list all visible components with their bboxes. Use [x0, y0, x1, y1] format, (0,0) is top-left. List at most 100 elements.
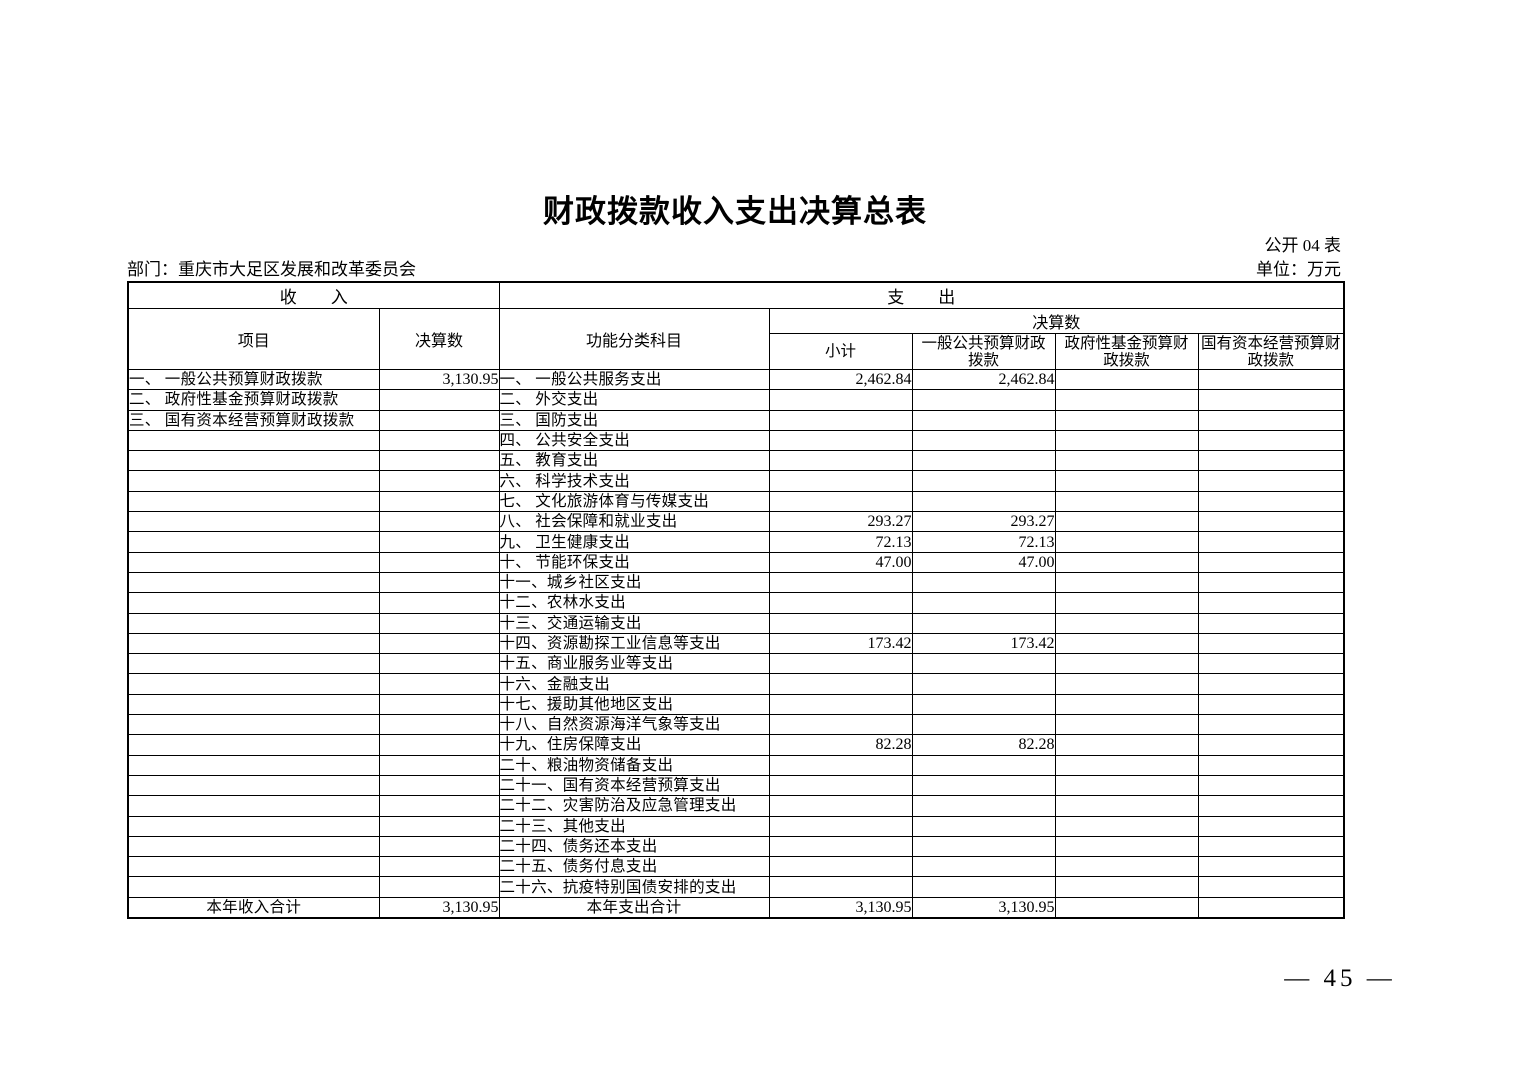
expenditure-gov-fund-value — [1054, 368, 1199, 391]
income-item-label — [127, 673, 380, 695]
income-item-value — [378, 511, 500, 533]
income-item-value — [378, 774, 500, 797]
expenditure-subtotal-value: 293.27 — [768, 511, 913, 533]
expenditure-subtotal-value — [768, 389, 913, 411]
table-row: 一、 一般公共预算财政拨款 3,130.95 一、 一般公共服务支出 2,462.84… — [127, 368, 1345, 391]
income-amount-column-header: 决算数 — [378, 308, 500, 370]
expenditure-gov-fund-value — [1054, 734, 1199, 756]
expenditure-item-label: 七、 文化旅游体育与传媒支出 — [498, 490, 770, 513]
income-item-value — [378, 470, 500, 492]
expenditure-gov-fund-value — [1054, 795, 1199, 817]
expenditure-gov-fund-value — [1054, 653, 1199, 675]
expenditure-item-label: 二十五、债务付息支出 — [498, 856, 770, 878]
income-item-value — [378, 815, 500, 837]
income-item-value — [378, 571, 500, 594]
table-row: 十六、金融支出 — [127, 673, 1345, 695]
expenditure-general-budget-value — [911, 754, 1056, 776]
expenditure-item-label: 十六、金融支出 — [498, 673, 770, 695]
expenditure-item-label: 二十六、抗疫特别国债安排的支出 — [498, 876, 770, 898]
income-item-value — [378, 714, 500, 736]
income-item-label — [127, 490, 380, 513]
income-item-label — [127, 450, 380, 472]
income-item-label — [127, 612, 380, 634]
income-item-value — [378, 612, 500, 634]
expenditure-item-label: 九、 卫生健康支出 — [498, 531, 770, 553]
state-capital-column-header: 国有资本经营预算财 政拨款 — [1197, 333, 1345, 370]
expenditure-subtotal-value — [768, 876, 913, 898]
table-row: 二十三、其他支出 — [127, 815, 1345, 837]
table-body: 一、 一般公共预算财政拨款 3,130.95 一、 一般公共服务支出 2,462.84… — [127, 368, 1345, 919]
income-item-value — [378, 876, 500, 898]
income-item-label — [127, 592, 380, 614]
expenditure-subtotal-value: 2,462.84 — [768, 368, 913, 391]
table-row: 十四、资源勘探工业信息等支出 173.42 173.42 — [127, 632, 1345, 655]
expenditure-item-label: 十四、资源勘探工业信息等支出 — [498, 632, 770, 655]
expenditure-general-budget-value — [911, 470, 1056, 492]
income-item-label — [127, 632, 380, 655]
expenditure-item-label: 十、 节能环保支出 — [498, 551, 770, 573]
income-item-value — [378, 551, 500, 573]
income-item-label — [127, 876, 380, 898]
expenditure-subtotal-value — [768, 774, 913, 797]
income-item-value — [378, 429, 500, 452]
expenditure-state-capital-value — [1197, 774, 1345, 797]
income-item-value — [378, 673, 500, 695]
expenditure-state-capital-value — [1197, 592, 1345, 614]
expenditure-gov-fund-value — [1054, 429, 1199, 452]
expenditure-gov-fund-value — [1054, 551, 1199, 573]
expenditure-subtotal-value: 72.13 — [768, 531, 913, 553]
expenditure-general-budget-value: 173.42 — [911, 632, 1056, 655]
expenditure-state-capital-value — [1197, 389, 1345, 411]
expenditure-subtotal-value — [768, 835, 913, 858]
table-row: 二十一、国有资本经营预算支出 — [127, 774, 1345, 797]
expenditure-subtotal-value — [768, 693, 913, 716]
expenditure-subtotal-value — [768, 490, 913, 513]
income-item-label — [127, 795, 380, 817]
fiscal-appropriation-table: 收 入 支 出 项目 决算数 功能分类科目 决算数 小计 一般公共预算财政 拨款… — [127, 281, 1346, 920]
income-item-label — [127, 693, 380, 716]
expenditure-item-label: 二十三、其他支出 — [498, 815, 770, 837]
expenditure-state-capital-value — [1197, 673, 1345, 695]
expenditure-state-capital-value — [1197, 693, 1345, 716]
income-item-label — [127, 429, 380, 452]
meta-row: 部门：重庆市大足区发展和改革委员会 单位：万元 — [127, 255, 1341, 280]
table-row: 十一、城乡社区支出 — [127, 571, 1345, 594]
income-item-value — [378, 632, 500, 655]
expenditure-gov-fund-value — [1054, 693, 1199, 716]
expenditure-subtotal-value — [768, 612, 913, 634]
expenditure-state-capital-value — [1197, 632, 1345, 655]
expenditure-general-budget-value — [911, 450, 1056, 472]
amount-group-header-row: 项目 决算数 功能分类科目 决算数 — [127, 308, 1345, 370]
table-row: 十二、农林水支出 — [127, 592, 1345, 614]
expenditure-item-label: 二十四、债务还本支出 — [498, 835, 770, 858]
expenditure-item-label: 十八、自然资源海洋气象等支出 — [498, 714, 770, 736]
table-row: 十五、商业服务业等支出 — [127, 653, 1345, 675]
expenditure-item-label: 十五、商业服务业等支出 — [498, 653, 770, 675]
income-item-value — [378, 653, 500, 675]
income-item-value — [378, 490, 500, 513]
unit-label: 单位：万元 — [1256, 260, 1341, 279]
expenditure-gov-fund-value — [1054, 470, 1199, 492]
income-item-value — [378, 835, 500, 858]
expenditure-total-state-capital — [1197, 896, 1345, 919]
expenditure-general-budget-value — [911, 774, 1056, 797]
expenditure-state-capital-value — [1197, 470, 1345, 492]
income-item-label — [127, 774, 380, 797]
subtotal-column-header: 小计 — [768, 333, 913, 370]
table-row: 二十四、债务还本支出 — [127, 835, 1345, 858]
expenditure-state-capital-value — [1197, 571, 1345, 594]
expenditure-general-budget-value — [911, 571, 1056, 594]
income-item-value — [378, 389, 500, 411]
sub-column-header-row: 小计 一般公共预算财政 拨款 政府性基金预算财 政拨款 国有资本经营预算财 政拨… — [128, 333, 1345, 370]
general-budget-column-header: 一般公共预算财政 拨款 — [911, 333, 1056, 370]
table-row: 二十五、债务付息支出 — [127, 856, 1345, 878]
table-row: 二、 政府性基金预算财政拨款 二、 外交支出 — [127, 389, 1345, 411]
expenditure-subtotal-value — [768, 815, 913, 837]
expenditure-state-capital-value — [1197, 429, 1345, 452]
expenditure-gov-fund-value — [1054, 856, 1199, 878]
expenditure-state-capital-value — [1197, 835, 1345, 858]
expenditure-item-label: 三、 国防支出 — [498, 409, 770, 431]
expenditure-general-budget-value — [911, 693, 1056, 716]
expenditure-general-budget-value — [911, 409, 1056, 431]
